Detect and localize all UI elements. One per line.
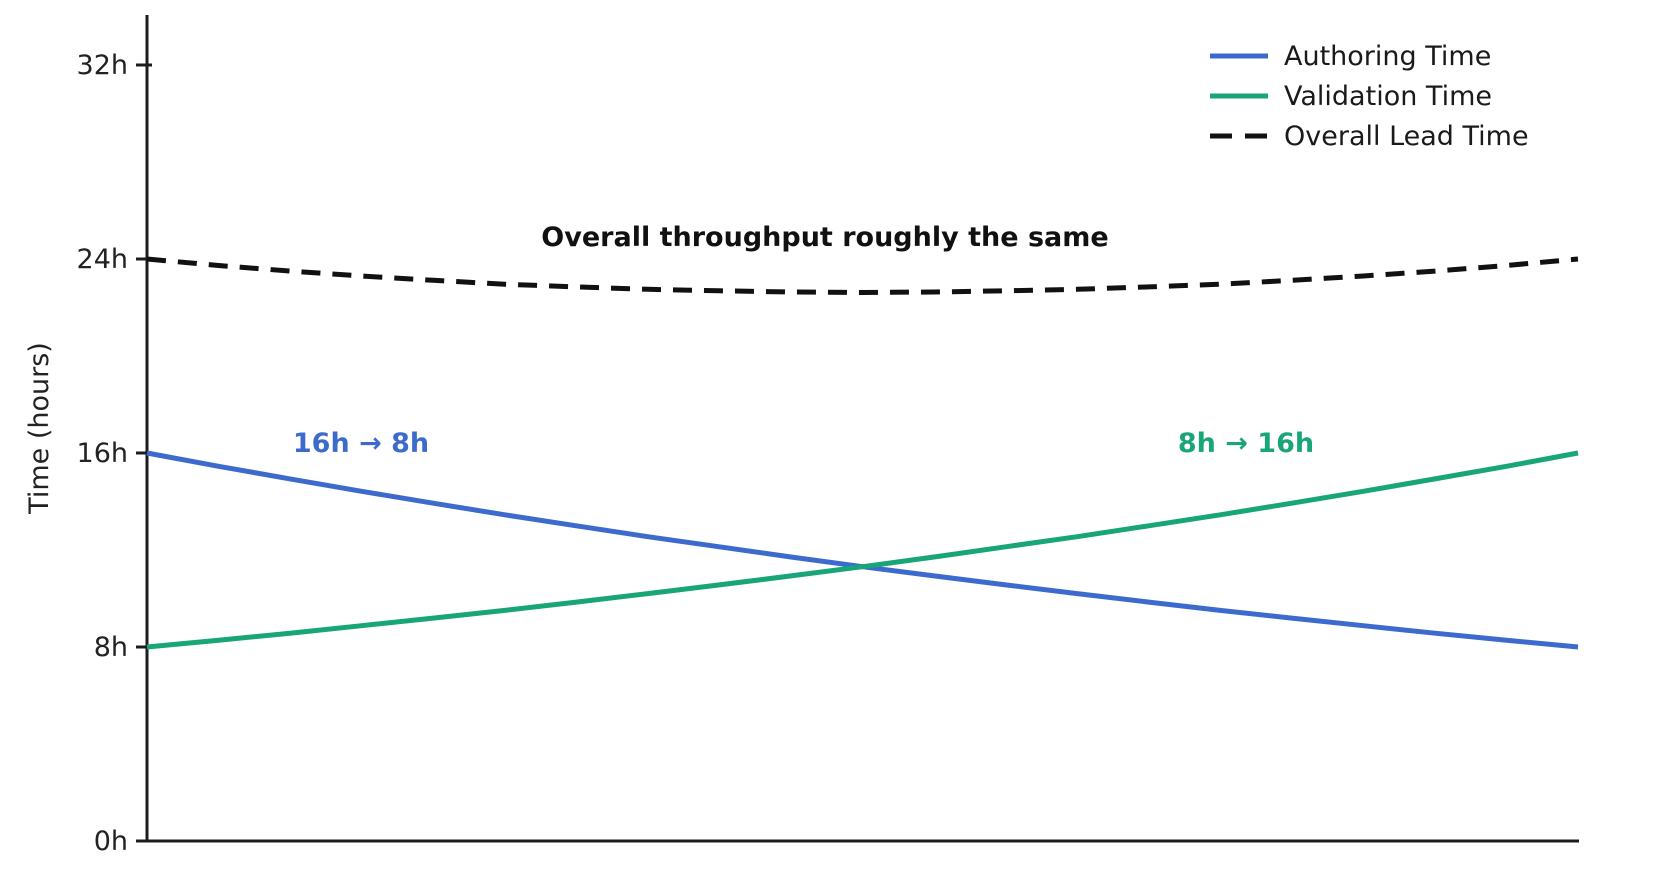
annotation-authoring-change: 16h → 8h [293, 428, 429, 459]
legend-label-validation: Validation Time [1284, 81, 1492, 112]
y-tick-label: 24h [77, 244, 128, 275]
y-tick-label: 0h [94, 826, 128, 857]
annotations: Overall throughput roughly the same 16h … [293, 222, 1314, 459]
series-line-overall-lead-time [146, 256, 1579, 295]
legend-label-authoring: Authoring Time [1284, 41, 1491, 72]
legend: Authoring Time Validation Time Overall L… [1210, 41, 1529, 152]
y-axis-ticks: 0h 8h 16h 24h 32h [77, 50, 152, 857]
y-tick-label: 8h [94, 632, 128, 663]
axes: 0h 8h 16h 24h 32h Time (hours) [24, 15, 1579, 857]
y-tick-label: 32h [77, 50, 128, 81]
y-axis-title: Time (hours) [24, 342, 55, 515]
legend-item-authoring: Authoring Time [1210, 41, 1491, 72]
annotation-validation-change: 8h → 16h [1178, 428, 1314, 459]
series-line-authoring-time [146, 450, 1579, 650]
series-lines [146, 256, 1579, 650]
annotation-overall-throughput: Overall throughput roughly the same [541, 222, 1108, 253]
y-tick-label: 16h [77, 438, 128, 469]
legend-item-lead-time: Overall Lead Time [1210, 121, 1529, 152]
legend-label-lead-time: Overall Lead Time [1284, 121, 1529, 152]
series-line-validation-time [146, 450, 1579, 650]
legend-item-validation: Validation Time [1210, 81, 1492, 112]
